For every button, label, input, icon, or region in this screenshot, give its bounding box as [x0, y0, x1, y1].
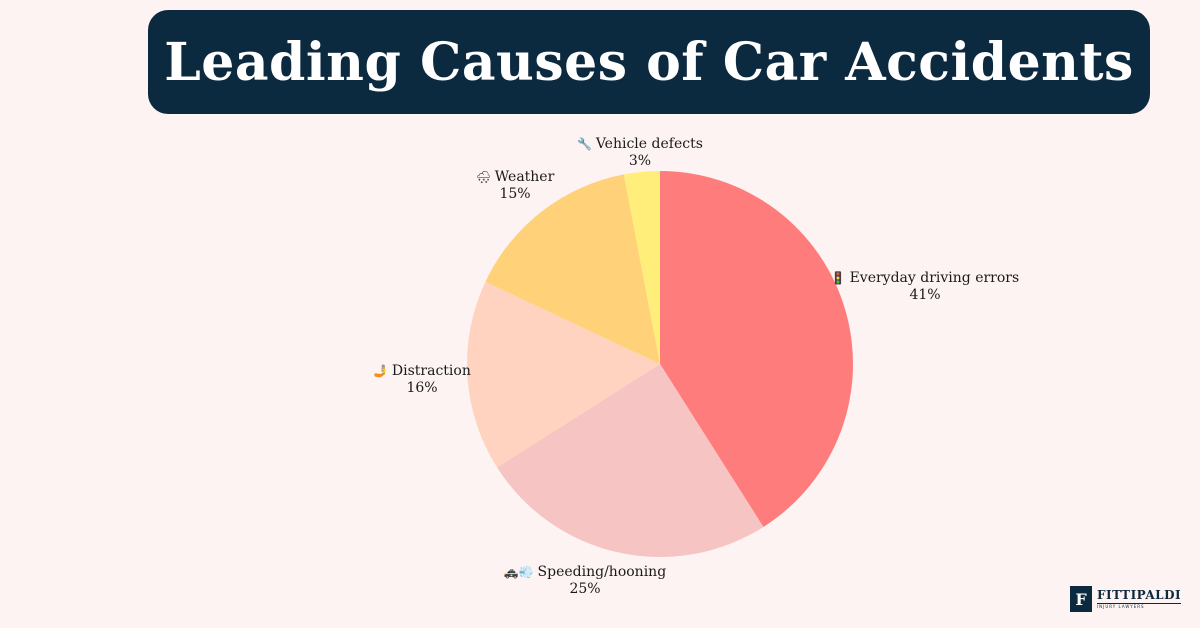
logo-name: FITTIPALDI: [1097, 588, 1182, 602]
phone-in-hand-icon: 🤳: [373, 364, 392, 378]
slice-value-label: 3%: [629, 153, 651, 169]
slice-value-label: 41%: [909, 287, 940, 303]
slice-label: 🔧 Vehicle defects: [577, 136, 703, 152]
pie-slices: [466, 171, 854, 558]
wrench-icon: 🔧: [577, 136, 596, 151]
speeding-car-icon: 🚓💨: [504, 565, 538, 579]
slice-label: 🚦 Everyday driving errors: [831, 270, 1019, 286]
slice-value-label: 25%: [569, 581, 600, 597]
title-banner: Leading Causes of Car Accidents: [148, 10, 1150, 114]
traffic-light-icon: 🚦: [831, 271, 850, 285]
pie-slice-everyday-driving-errors: [660, 171, 854, 527]
slice-label: 🤳 Distraction: [373, 363, 471, 379]
pie-slice-vehicle-defects: [623, 171, 660, 364]
brand-logo: F FITTIPALDI INJURY LAWYERS: [1070, 585, 1190, 613]
logo-text: FITTIPALDI INJURY LAWYERS: [1097, 588, 1182, 609]
chart-title: Leading Causes of Car Accidents: [164, 31, 1134, 93]
slice-label: 🚓💨 Speeding/hooning: [504, 564, 666, 580]
slice-value-label: 15%: [499, 186, 530, 202]
pie-slice-weather: [485, 174, 660, 364]
logo-mark-icon: F: [1070, 586, 1092, 612]
slice-label: 🌨 Weather: [476, 169, 555, 185]
snow-cloud-icon: 🌨: [476, 170, 495, 184]
slice-value-label: 16%: [406, 380, 437, 396]
pie-slice-speeding-hooning: [497, 364, 764, 558]
logo-tagline: INJURY LAWYERS: [1097, 603, 1182, 609]
pie-slice-distraction: [466, 281, 660, 468]
